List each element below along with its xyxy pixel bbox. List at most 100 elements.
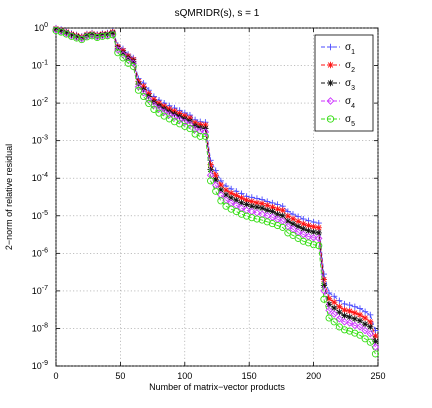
data-point bbox=[299, 237, 307, 245]
y-axis-label: 2−norm of relative residual bbox=[4, 144, 14, 250]
marker bbox=[201, 128, 210, 136]
marker bbox=[310, 229, 317, 235]
marker bbox=[285, 213, 291, 219]
legend-item-4: σ4 bbox=[321, 96, 355, 110]
legend-item-3: σ3 bbox=[321, 78, 355, 92]
x-tick-label: 150 bbox=[242, 371, 257, 381]
data-point bbox=[207, 166, 214, 173]
legend-marker bbox=[326, 97, 335, 105]
data-point bbox=[88, 31, 96, 39]
data-point bbox=[217, 197, 225, 205]
marker bbox=[269, 204, 276, 210]
marker bbox=[357, 318, 363, 324]
marker bbox=[73, 34, 81, 42]
data-point bbox=[331, 299, 338, 306]
marker bbox=[331, 305, 337, 311]
marker bbox=[249, 203, 255, 209]
marker bbox=[243, 197, 250, 203]
marker bbox=[233, 197, 239, 203]
marker bbox=[300, 221, 306, 227]
marker bbox=[340, 326, 349, 334]
marker bbox=[280, 207, 286, 213]
data-point bbox=[320, 295, 328, 303]
data-point bbox=[335, 315, 344, 323]
marker bbox=[280, 213, 286, 219]
marker bbox=[109, 31, 117, 39]
data-point bbox=[258, 216, 266, 224]
data-point bbox=[341, 306, 348, 314]
x-tick-label: 0 bbox=[53, 371, 58, 381]
y-tick-label: 10-3 bbox=[32, 135, 48, 146]
data-point bbox=[212, 187, 220, 195]
data-point bbox=[207, 177, 215, 185]
legend-label: σ2 bbox=[345, 60, 355, 74]
data-point bbox=[331, 304, 338, 312]
data-point bbox=[304, 239, 312, 247]
data-point bbox=[222, 202, 230, 210]
data-point bbox=[315, 224, 322, 231]
legend-label: σ5 bbox=[345, 114, 355, 128]
data-point bbox=[144, 95, 153, 104]
data-point bbox=[330, 318, 338, 326]
marker bbox=[335, 315, 344, 323]
marker bbox=[186, 120, 194, 129]
data-point bbox=[351, 315, 358, 322]
data-point bbox=[98, 32, 106, 40]
marker bbox=[273, 221, 282, 230]
data-point bbox=[83, 33, 91, 41]
data-point bbox=[330, 310, 338, 318]
marker bbox=[352, 316, 358, 322]
data-point bbox=[325, 314, 333, 322]
marker bbox=[310, 224, 317, 230]
marker bbox=[309, 234, 318, 242]
marker bbox=[366, 338, 374, 346]
marker bbox=[207, 177, 215, 185]
marker bbox=[356, 331, 364, 339]
marker bbox=[290, 221, 296, 227]
data-point bbox=[371, 350, 379, 358]
marker bbox=[217, 197, 225, 205]
data-point bbox=[356, 305, 364, 312]
x-tick-label: 100 bbox=[177, 371, 192, 381]
data-point bbox=[52, 26, 60, 35]
data-point bbox=[362, 314, 369, 322]
y-tick-label: 100 bbox=[34, 22, 48, 33]
marker bbox=[285, 218, 291, 224]
marker bbox=[325, 306, 333, 315]
y-tick-label: 10-9 bbox=[32, 360, 48, 371]
marker bbox=[325, 314, 333, 322]
data-point bbox=[346, 314, 353, 321]
marker bbox=[341, 307, 348, 313]
marker bbox=[223, 192, 229, 198]
data-point bbox=[196, 132, 204, 140]
data-point bbox=[309, 234, 318, 242]
marker bbox=[371, 350, 379, 358]
data-point bbox=[196, 127, 204, 135]
marker bbox=[330, 318, 338, 326]
marker bbox=[83, 33, 91, 41]
marker bbox=[315, 234, 323, 243]
legend-label: σ1 bbox=[345, 42, 355, 56]
marker bbox=[254, 200, 260, 206]
marker bbox=[321, 282, 327, 289]
marker bbox=[356, 323, 364, 331]
data-point bbox=[336, 303, 343, 310]
marker bbox=[201, 132, 209, 140]
marker bbox=[120, 50, 126, 56]
y-tick-label: 10-2 bbox=[32, 97, 48, 108]
marker bbox=[238, 195, 245, 201]
data-point bbox=[145, 99, 153, 107]
marker bbox=[253, 215, 261, 223]
marker bbox=[315, 242, 323, 250]
data-point bbox=[341, 312, 348, 319]
marker bbox=[316, 225, 322, 231]
data-point bbox=[325, 289, 333, 297]
marker bbox=[243, 201, 250, 208]
marker bbox=[228, 190, 234, 196]
data-point bbox=[124, 59, 132, 67]
legend-label: σ3 bbox=[345, 78, 355, 92]
legend-item-2: σ2 bbox=[321, 60, 355, 74]
marker bbox=[124, 59, 132, 67]
data-point bbox=[361, 335, 369, 343]
marker bbox=[170, 113, 179, 121]
